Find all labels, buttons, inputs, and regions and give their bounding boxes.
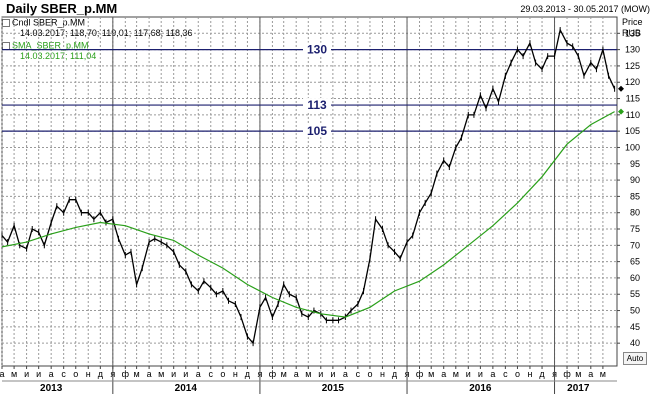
month-label: ф	[122, 369, 130, 379]
y-tick-label: 90	[630, 175, 640, 185]
year-label: 2017	[567, 383, 590, 394]
y-tick-label: 100	[625, 142, 640, 152]
y-tick-label: 75	[630, 224, 640, 234]
y-tick-label: 85	[630, 191, 640, 201]
month-label: м	[158, 369, 164, 379]
y-tick-label: 55	[630, 289, 640, 299]
month-label: о	[515, 369, 520, 379]
level-label-bg	[303, 124, 331, 138]
month-label: м	[305, 369, 311, 379]
year-label: 2014	[175, 383, 198, 394]
month-label: с	[61, 369, 66, 379]
year-label: 2016	[469, 383, 492, 394]
plot-frame	[1, 16, 618, 367]
year-label: 2015	[322, 383, 345, 394]
legend-sma-name: SMA_SBER_p.MM	[12, 40, 89, 51]
month-label: а	[49, 369, 54, 379]
month-label: а	[196, 369, 201, 379]
month-label: н	[86, 369, 91, 379]
y-tick-label: 120	[625, 77, 640, 87]
month-label: н	[380, 369, 385, 379]
month-label: м	[11, 369, 17, 379]
month-label: с	[356, 369, 361, 379]
auto-scale-button[interactable]: Auto	[623, 352, 647, 365]
month-label: и	[171, 369, 176, 379]
y-tick-label: 60	[630, 273, 640, 283]
month-label: а	[490, 369, 495, 379]
y-tick-label: 45	[630, 322, 640, 332]
month-label: и	[183, 369, 188, 379]
price-last-marker	[618, 85, 624, 92]
month-label: д	[539, 369, 545, 379]
legend-candles-name: Cndl SBER_p.MM	[12, 17, 86, 28]
month-label: м	[428, 369, 434, 379]
month-label: д	[245, 369, 251, 379]
y-tick-label: 125	[625, 61, 640, 71]
month-label: и	[24, 369, 29, 379]
sma-last-marker	[618, 108, 624, 115]
month-label: ф	[563, 369, 571, 379]
month-label: н	[527, 369, 532, 379]
month-label: м	[453, 369, 459, 379]
month-label: а	[588, 369, 593, 379]
y-tick-label: 40	[630, 338, 640, 348]
month-label: и	[318, 369, 323, 379]
y-tick-label: 95	[630, 159, 640, 169]
month-label: а	[0, 369, 5, 379]
level-label-bg	[303, 98, 331, 112]
legend-sma-values: 14.03.2017; 111,04	[20, 51, 97, 61]
y-tick-label: 115	[626, 94, 640, 104]
month-label: ф	[416, 369, 424, 379]
month-label: м	[281, 369, 287, 379]
month-label: м	[600, 369, 606, 379]
month-label: ф	[269, 369, 277, 379]
month-label: о	[367, 369, 372, 379]
month-label: д	[98, 369, 104, 379]
y-tick-label: 65	[630, 257, 640, 267]
sma-series-line	[1, 111, 615, 318]
month-label: а	[294, 369, 299, 379]
y-tick-label: 80	[630, 208, 640, 218]
month-label: и	[466, 369, 471, 379]
month-label: о	[220, 369, 225, 379]
month-label: м	[575, 369, 581, 379]
month-label: м	[134, 369, 140, 379]
level-label: 105	[307, 124, 327, 138]
y-tick-label: 70	[630, 240, 640, 250]
month-label: и	[36, 369, 41, 379]
y-tick-label: 110	[626, 110, 640, 120]
y-tick-label: 130	[625, 45, 640, 55]
currency-axis-label: RUB	[622, 28, 642, 38]
month-label: а	[147, 369, 152, 379]
level-label-bg	[303, 42, 331, 56]
date-range: 29.03.2013 - 30.05.2017 (MOW)	[520, 4, 650, 14]
month-label: а	[441, 369, 446, 379]
year-label: 2013	[40, 383, 63, 394]
price-axis-label: Price	[622, 17, 643, 27]
month-label: и	[478, 369, 483, 379]
level-label: 130	[307, 43, 327, 57]
month-label: с	[209, 369, 214, 379]
month-label: и	[330, 369, 335, 379]
level-label: 113	[307, 98, 327, 112]
month-label: а	[343, 369, 348, 379]
y-tick-label: 50	[630, 306, 640, 316]
y-tick-label: 135	[625, 28, 640, 38]
y-tick-label: 105	[625, 126, 640, 136]
chart-title: Daily SBER_p.MM	[6, 1, 118, 16]
month-label: н	[233, 369, 238, 379]
month-label: д	[392, 369, 398, 379]
month-label: о	[73, 369, 78, 379]
month-label: с	[503, 369, 508, 379]
